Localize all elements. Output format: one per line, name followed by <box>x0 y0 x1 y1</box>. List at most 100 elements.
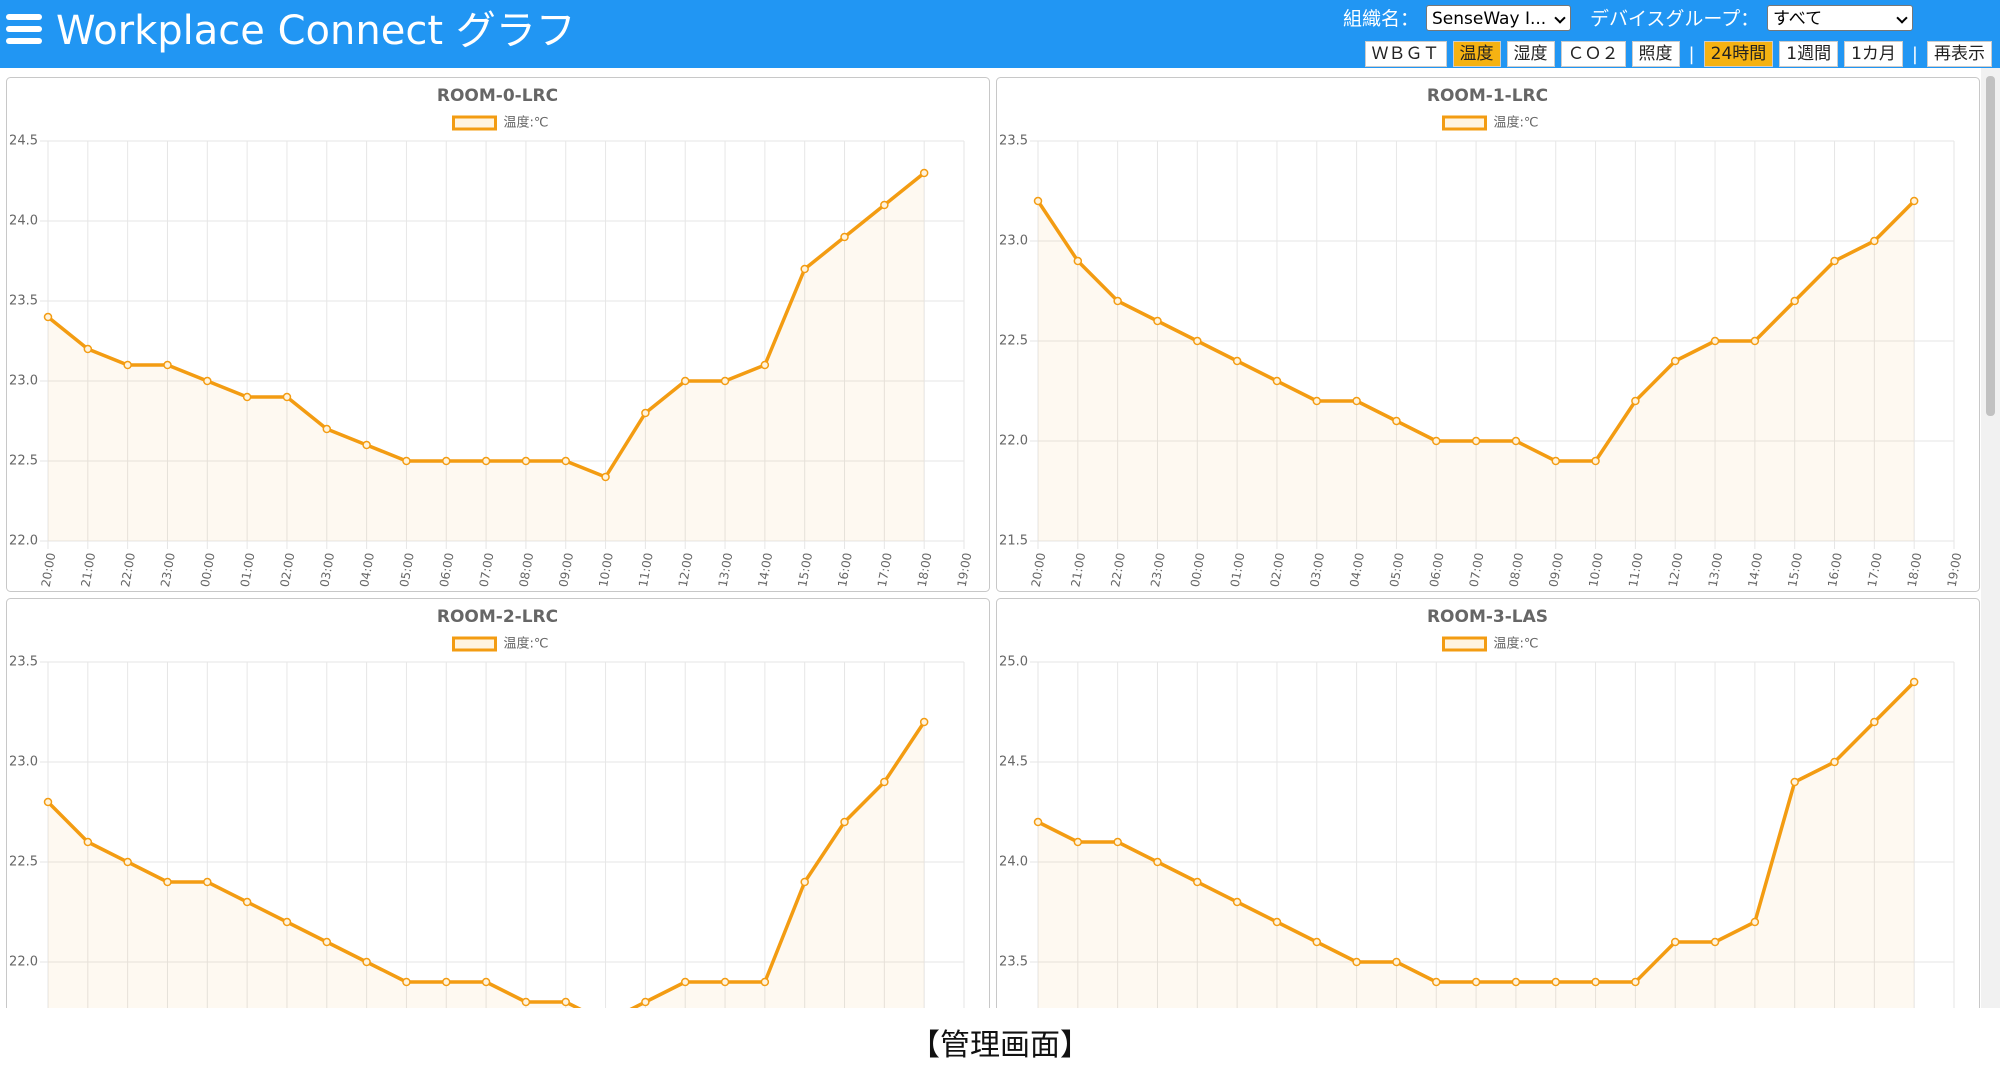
x-tick-label: 06:00 <box>1427 552 1447 588</box>
chart-panel: ROOM-1-LRC 温度:℃ 21.5 22.0 22.5 23.0 23.5 20:00 2… <box>996 77 1980 592</box>
point <box>362 440 371 450</box>
y-tick-label: 24.0 <box>9 214 38 229</box>
point <box>1232 897 1242 907</box>
toolbar-button[interactable]: 1週間 <box>1779 41 1839 67</box>
y-tick-label: 22.5 <box>9 855 38 870</box>
point <box>123 360 132 370</box>
legend-label: 温度:℃ <box>504 115 549 131</box>
toolbar-button[interactable]: 1カ月 <box>1844 41 1903 67</box>
area <box>48 173 925 541</box>
point <box>402 456 411 466</box>
legend-swatch <box>452 636 497 652</box>
chart-title: ROOM-3-LAS <box>1427 607 1548 627</box>
chart-panel: ROOM-0-LRC 温度:℃ 22.0 22.5 23.0 23.5 24.0 24.5 20… <box>6 77 990 592</box>
point <box>1631 396 1640 406</box>
toolbar-button[interactable]: 湿度 <box>1506 41 1555 67</box>
point <box>1033 817 1043 827</box>
x-tick-label: 11:00 <box>636 552 656 588</box>
point <box>521 997 531 1007</box>
toolbar-button[interactable]: 再表示 <box>1927 41 1992 67</box>
y-tick-label: 24.0 <box>999 855 1028 870</box>
point <box>1392 416 1401 426</box>
y-tick-label: 24.5 <box>999 755 1028 770</box>
point <box>1870 717 1879 727</box>
point <box>242 392 252 402</box>
x-tick-label: 20:00 <box>39 552 59 588</box>
scroll-thumb[interactable] <box>1986 76 1995 416</box>
point <box>720 376 730 386</box>
point <box>43 797 53 807</box>
y-tick-label: 23.5 <box>999 134 1028 149</box>
y-tick-label: 22.5 <box>999 334 1028 349</box>
point <box>442 456 451 466</box>
chart-title: ROOM-2-LRC <box>437 607 558 627</box>
toolbar-button[interactable]: 温度 <box>1452 41 1501 67</box>
point <box>1352 957 1361 967</box>
point <box>163 360 172 370</box>
x-tick-label: 14:00 <box>755 552 775 588</box>
toolbar-button[interactable]: 照度 <box>1631 41 1680 67</box>
chart-title: ROOM-0-LRC <box>437 86 558 106</box>
x-tick-label: 03:00 <box>1307 552 1327 588</box>
point <box>760 360 770 370</box>
y-tick-label: 25.0 <box>999 655 1028 670</box>
y-tick-label: 23.5 <box>9 294 38 309</box>
point <box>442 977 451 987</box>
x-tick-label: 15:00 <box>795 552 815 588</box>
x-tick-label: 17:00 <box>875 552 895 588</box>
y-tick-label: 21.5 <box>999 534 1028 549</box>
group-select[interactable]: すべて <box>1767 5 1913 31</box>
y-tick-label: 22.0 <box>999 434 1028 449</box>
x-tick-label: 22:00 <box>1108 552 1128 588</box>
point <box>481 456 491 466</box>
charts: ROOM-0-LRC 温度:℃ 22.0 22.5 23.0 23.5 24.0 24.5 20… <box>6 77 1980 1008</box>
chart-title: ROOM-1-LRC <box>1427 86 1548 106</box>
y-tick-label: 22.0 <box>9 534 38 549</box>
x-tick-label: 23:00 <box>158 552 178 588</box>
x-tick-label: 23:00 <box>1148 552 1168 588</box>
toolbar-button[interactable]: ＷＢＧＴ <box>1364 41 1447 67</box>
y-tick-label: 22.0 <box>9 955 38 970</box>
x-tick-label: 10:00 <box>596 552 616 588</box>
point <box>1750 917 1760 927</box>
toolbar-button[interactable]: 24時間 <box>1703 41 1774 67</box>
x-tick-label: 01:00 <box>238 552 258 588</box>
point <box>1153 316 1162 326</box>
chart-area: ROOM-0-LRC 温度:℃ 22.0 22.5 23.0 23.5 24.0 24.5 20… <box>0 68 2000 1008</box>
x-tick-label: 12:00 <box>676 552 696 588</box>
point <box>680 376 690 386</box>
scrollbar[interactable] <box>1981 68 2000 1008</box>
legend-label: 温度:℃ <box>1494 115 1539 131</box>
point <box>1471 436 1481 446</box>
point <box>1352 396 1361 406</box>
point <box>1113 837 1122 847</box>
point <box>1591 977 1600 987</box>
point <box>481 977 491 987</box>
x-tick-label: 07:00 <box>477 552 497 588</box>
chart-panel: ROOM-2-LRC温度:℃21.522.022.523.023.520:002… <box>6 598 990 1008</box>
point <box>880 777 889 787</box>
toolbar-button[interactable]: ＣＯ２ <box>1560 41 1626 67</box>
x-tick-label: 19:00 <box>955 552 975 588</box>
x-tick-label: 04:00 <box>357 552 377 588</box>
point <box>1830 256 1839 266</box>
x-tick-label: 15:00 <box>1785 552 1805 588</box>
point <box>800 877 809 887</box>
point <box>282 917 292 927</box>
area <box>48 722 925 1008</box>
point <box>1153 857 1162 867</box>
x-tick-label: 02:00 <box>1268 552 1288 588</box>
point <box>1432 436 1441 446</box>
x-tick-label: 18:00 <box>915 552 935 588</box>
point <box>840 232 849 242</box>
point <box>362 957 371 967</box>
org-select[interactable]: SenseWay I... <box>1426 5 1571 31</box>
legend-label: 温度:℃ <box>1494 636 1539 652</box>
point <box>1830 757 1839 767</box>
caption: 【管理画面】 <box>910 1028 1090 1063</box>
menu-button[interactable] <box>6 14 42 50</box>
x-tick-label: 13:00 <box>716 552 736 588</box>
point <box>680 977 690 987</box>
panel-frame <box>6 77 990 592</box>
